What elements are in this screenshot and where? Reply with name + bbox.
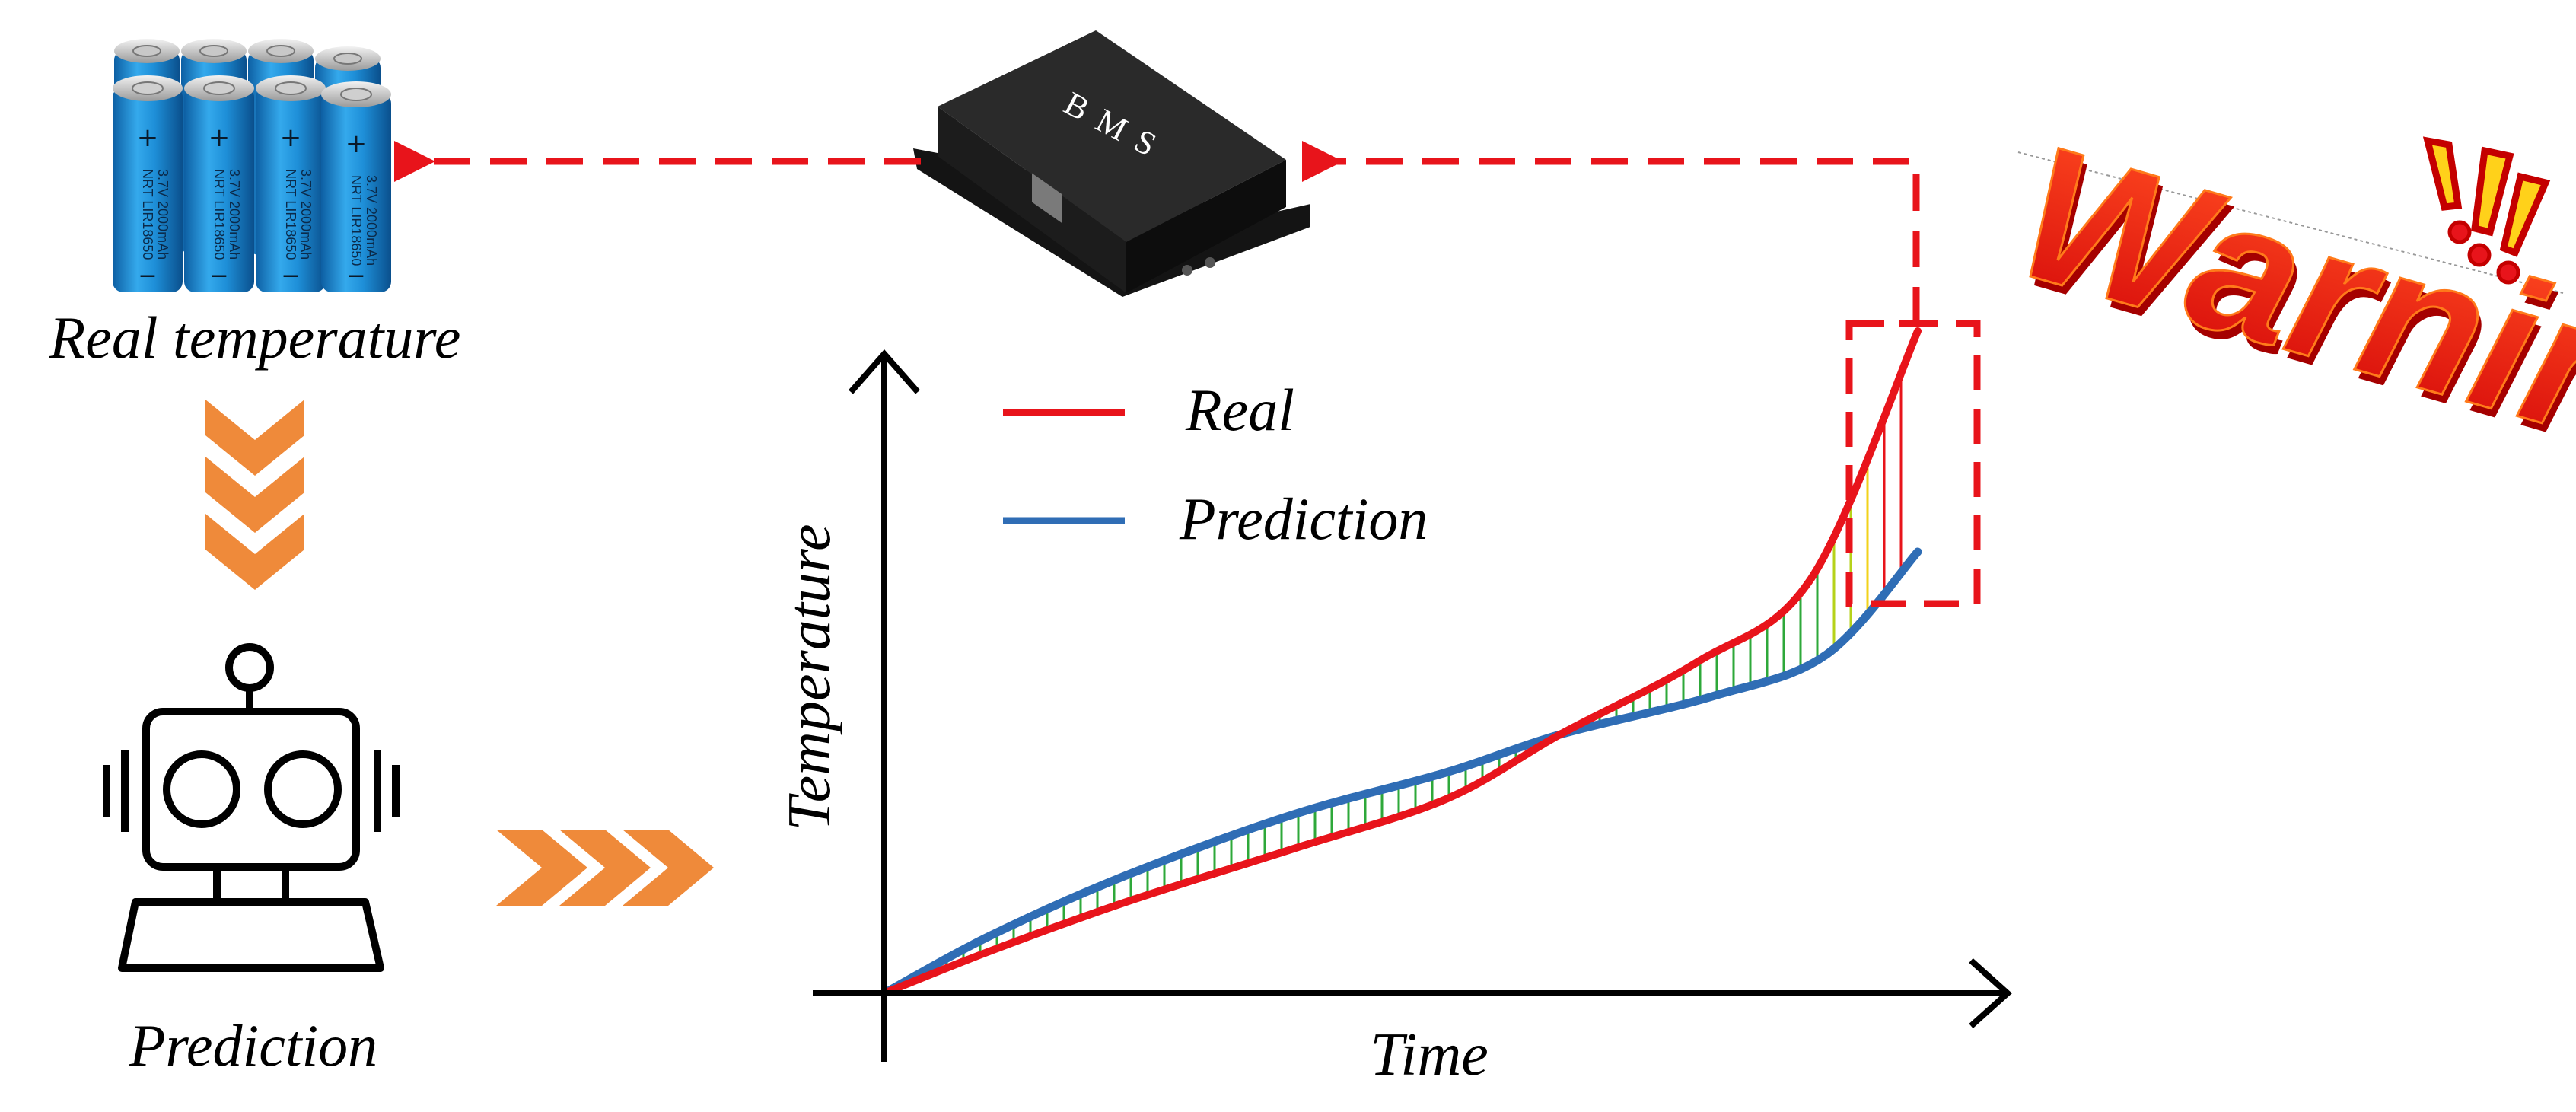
legend-prediction-label: Prediction — [1179, 486, 1428, 552]
real-curve — [880, 327, 1922, 997]
svg-text:+: + — [209, 123, 231, 153]
right-chevrons-icon — [496, 830, 714, 906]
battery-cell-sub-1: 3.7V 2000mAh — [155, 169, 170, 260]
svg-text:−: − — [281, 263, 300, 289]
svg-text:−: − — [346, 263, 365, 289]
svg-text:+: + — [280, 123, 302, 153]
prediction-curve — [880, 547, 1922, 998]
warning-region-box — [1845, 320, 1981, 607]
bms-device-icon: BMS — [913, 30, 1310, 297]
warning-graphic: Warning Warning — [1997, 104, 2576, 527]
warning-exclamation-icon — [2422, 136, 2551, 285]
robot-icon — [103, 643, 400, 972]
x-axis-label: Time — [1370, 1021, 1489, 1088]
battery-cell-label-1: NRT LIR18650 — [140, 169, 155, 260]
hatch-lines — [912, 373, 1903, 982]
svg-text:−: − — [138, 263, 157, 289]
down-chevrons-icon — [205, 400, 304, 590]
svg-text:−: − — [209, 263, 228, 289]
battery-pack-icon: + − NRT LIR18650 3.7V 2000mAh + − NRT LI… — [113, 39, 391, 292]
y-axis-arrowhead — [848, 349, 921, 394]
y-axis-label: Temperature — [776, 524, 843, 831]
battery-cell-label-3: NRT LIR18650 — [283, 169, 298, 260]
svg-text:+: + — [137, 123, 159, 153]
x-axis-arrowhead — [1969, 958, 2012, 1028]
battery-cell-sub-3: 3.7V 2000mAh — [298, 169, 314, 260]
legend-real-label: Real — [1185, 377, 1294, 443]
warning-underline — [2017, 151, 2564, 294]
battery-cell-sub-2: 3.7V 2000mAh — [227, 169, 242, 260]
prediction-label: Prediction — [129, 1012, 377, 1079]
warning-to-bms-arrow — [1302, 141, 1920, 323]
battery-cell-label-4: NRT LIR18650 — [349, 175, 364, 266]
legend: Real Prediction — [1003, 377, 1428, 552]
svg-text:+: + — [345, 129, 368, 159]
real-temperature-label: Real temperature — [49, 304, 461, 371]
battery-cell-sub-4: 3.7V 2000mAh — [364, 175, 379, 266]
temperature-chart: Temperature Time Real Prediction — [776, 320, 2012, 1088]
battery-cell-label-2: NRT LIR18650 — [212, 169, 227, 260]
